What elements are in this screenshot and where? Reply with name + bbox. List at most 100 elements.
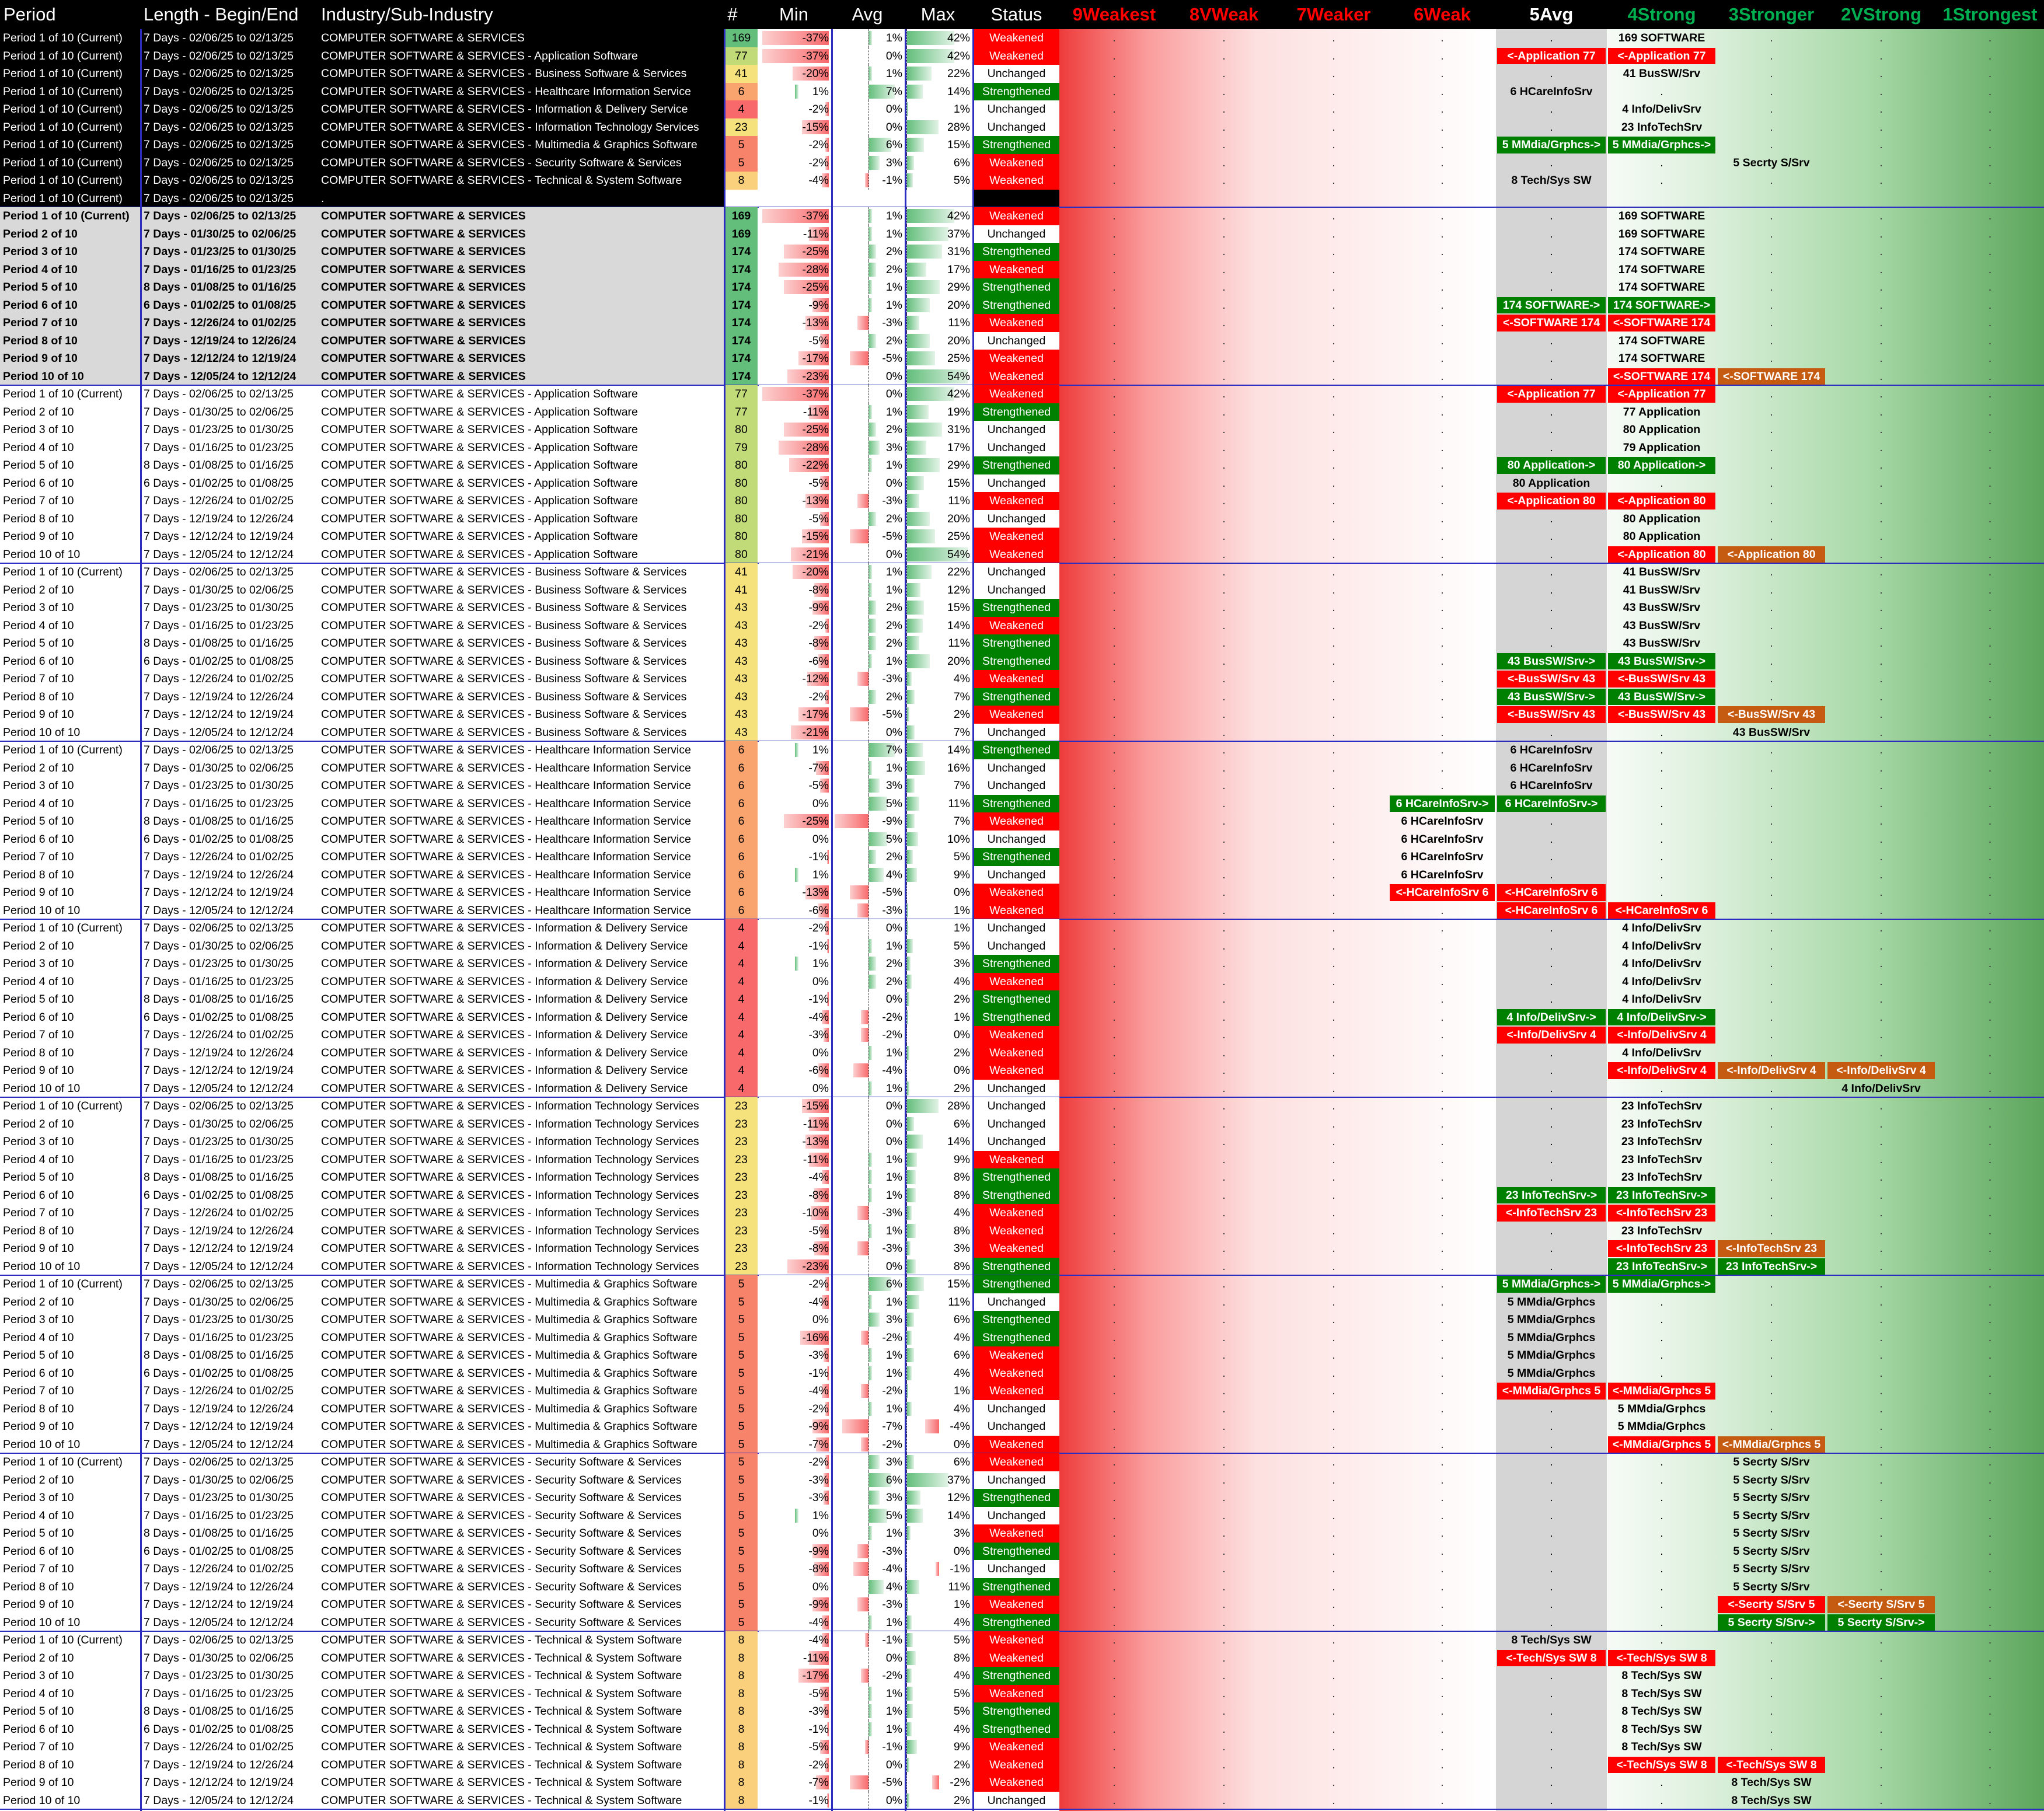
table-row[interactable]: Period 10 of 10 7 Days - 12/05/24 to 12/1…	[0, 1613, 2044, 1631]
header-3stronger[interactable]: 3Stronger	[1728, 4, 1815, 25]
table-row[interactable]: Period 9 of 10 7 Days - 12/12/24 to 12/19…	[0, 528, 2044, 546]
strength-cell-s5[interactable]: 5 MMdia/Grphcs	[1507, 1366, 1596, 1380]
strength-cell-s4[interactable]: .	[1660, 1598, 1663, 1611]
strength-cell-s4[interactable]: 174 SOFTWARE->	[1608, 296, 1715, 313]
table-row[interactable]: Period 3 of 10 7 Days - 01/23/25 to 01/30…	[0, 1489, 2044, 1507]
strength-cell-s4[interactable]: .	[1660, 797, 1663, 810]
strength-cell-s5[interactable]: .	[1550, 1135, 1553, 1148]
strength-cell-s5[interactable]: .	[1550, 1456, 1553, 1468]
strength-cell-s4[interactable]: .	[1660, 1313, 1663, 1326]
strength-cell-s4[interactable]: .	[1660, 1544, 1663, 1558]
strength-cell-s5[interactable]: <-SOFTWARE 174	[1497, 315, 1606, 332]
strength-cell-s3[interactable]: 8 Tech/Sys SW	[1731, 1793, 1812, 1807]
strength-cell-s4[interactable]: <-InfoTechSrv 23	[1608, 1205, 1715, 1222]
table-row[interactable]: Period 1 of 10 (Current) 7 Days - 02/06/2…	[0, 153, 2044, 172]
strength-cell-s5[interactable]: .	[1550, 245, 1553, 258]
strength-cell-s4[interactable]: .	[1660, 1331, 1663, 1344]
strength-cell-s5[interactable]: .	[1550, 1259, 1553, 1273]
table-row[interactable]: Period 6 of 10 6 Days - 01/02/25 to 01/08…	[0, 1364, 2044, 1382]
strength-cell-s5[interactable]: .	[1550, 1437, 1553, 1451]
table-row[interactable]: Period 3 of 10 7 Days - 01/23/25 to 01/30…	[0, 421, 2044, 439]
table-row[interactable]: Period 4 of 10 7 Days - 01/16/25 to 01/23…	[0, 438, 2044, 456]
strength-cell-s5[interactable]: .	[1550, 1544, 1553, 1558]
strength-cell-s3[interactable]: <-SOFTWARE 174	[1718, 368, 1825, 385]
strength-cell-s5[interactable]: .	[1550, 583, 1553, 596]
strength-cell-s4[interactable]: 174 SOFTWARE	[1618, 245, 1705, 258]
table-row[interactable]: Period 6 of 10 6 Days - 01/02/25 to 01/08…	[0, 830, 2044, 848]
table-row[interactable]: Period 9 of 10 7 Days - 12/12/24 to 12/19…	[0, 1418, 2044, 1436]
strength-cell-s5[interactable]: <-BusSW/Srv 43	[1497, 671, 1606, 688]
strength-cell-s4[interactable]: 174 SOFTWARE	[1618, 352, 1705, 365]
table-row[interactable]: Period 9 of 10 7 Days - 12/12/24 to 12/19…	[0, 1596, 2044, 1614]
strength-cell-s5[interactable]: .	[1550, 1081, 1553, 1095]
strength-cell-s6[interactable]: 6 HCareInfoSrv	[1401, 868, 1484, 881]
strength-cell-s5[interactable]: 6 HCareInfoSrv	[1510, 761, 1593, 774]
strength-cell-s4[interactable]: 80 Application	[1623, 530, 1701, 543]
strength-cell-s4[interactable]: 43 BusSW/Srv->	[1608, 652, 1715, 669]
strength-cell-s5[interactable]: .	[1550, 637, 1553, 650]
strength-cell-s5[interactable]: .	[1550, 227, 1553, 240]
strength-cell-s4[interactable]: 5 MMdia/Grphcs	[1617, 1402, 1706, 1415]
table-row[interactable]: Period 2 of 10 7 Days - 01/30/25 to 02/06…	[0, 581, 2044, 599]
table-row[interactable]: Period 2 of 10 7 Days - 01/30/25 to 02/06…	[0, 1649, 2044, 1667]
table-row[interactable]: Period 3 of 10 7 Days - 01/23/25 to 01/30…	[0, 1311, 2044, 1329]
strength-cell-s4[interactable]: .	[1660, 868, 1663, 881]
strength-cell-s5[interactable]: .	[1550, 1705, 1553, 1718]
strength-cell-s5[interactable]: .	[1550, 1402, 1553, 1415]
table-row[interactable]: Period 6 of 10 6 Days - 01/02/25 to 01/08…	[0, 1542, 2044, 1560]
strength-cell-s5[interactable]: <-MMdia/Grphcs 5	[1497, 1383, 1606, 1400]
table-row[interactable]: Period 9 of 10 7 Days - 12/12/24 to 12/19…	[0, 1240, 2044, 1258]
strength-cell-s3[interactable]: 5 Secrty S/Srv	[1733, 1580, 1810, 1593]
table-row[interactable]: Period 8 of 10 7 Days - 12/19/24 to 12/26…	[0, 332, 2044, 350]
strength-cell-s5[interactable]: .	[1550, 815, 1553, 828]
strength-cell-s4[interactable]: .	[1660, 886, 1663, 899]
strength-cell-s3[interactable]: 5 Secrty S/Srv	[1733, 1527, 1810, 1540]
strength-cell-s5[interactable]: <-BusSW/Srv 43	[1497, 706, 1606, 723]
table-row[interactable]: Period 4 of 10 7 Days - 01/16/25 to 01/23…	[0, 616, 2044, 634]
strength-cell-s5[interactable]: .	[1550, 32, 1553, 44]
strength-cell-s4[interactable]: .	[1660, 1473, 1663, 1487]
strength-cell-s5[interactable]: .	[1550, 281, 1553, 294]
strength-cell-s4[interactable]: 8 Tech/Sys SW	[1621, 1687, 1702, 1700]
strength-cell-s5[interactable]: .	[1550, 619, 1553, 632]
strength-cell-s5[interactable]: .	[1550, 1740, 1553, 1753]
strength-cell-s4[interactable]: 23 InfoTechSrv	[1621, 1135, 1703, 1148]
strength-cell-s4[interactable]: 4 Info/DelivSrv	[1622, 993, 1701, 1006]
table-row[interactable]: Period 5 of 10 8 Days - 01/08/25 to 01/16…	[0, 1702, 2044, 1721]
strength-cell-s5[interactable]: <-Application 77	[1497, 47, 1606, 64]
strength-cell-s5[interactable]: 5 MMdia/Grphcs	[1507, 1349, 1596, 1362]
strength-cell-s2[interactable]: <-Info/DelivSrv 4	[1827, 1062, 1935, 1079]
table-row[interactable]: Period 5 of 10 8 Days - 01/08/25 to 01/16…	[0, 1168, 2044, 1187]
strength-cell-s4[interactable]: .	[1660, 1456, 1663, 1468]
strength-cell-s5[interactable]: 174 SOFTWARE->	[1497, 296, 1606, 313]
strength-cell-s4[interactable]: 41 BusSW/Srv	[1623, 67, 1701, 80]
table-row[interactable]: Period 8 of 10 7 Days - 12/19/24 to 12/26…	[0, 866, 2044, 884]
strength-cell-s4[interactable]: .	[1660, 476, 1663, 490]
strength-cell-s5[interactable]: <-Tech/Sys SW 8	[1497, 1649, 1606, 1666]
strength-cell-s5[interactable]: 8 Tech/Sys SW	[1511, 1634, 1592, 1646]
strength-cell-s3[interactable]: <-Secrty S/Srv 5	[1718, 1596, 1825, 1613]
strength-cell-s3[interactable]: 8 Tech/Sys SW	[1731, 1776, 1812, 1789]
strength-cell-s5[interactable]: <-HCareInfoSrv 6	[1497, 902, 1606, 919]
strength-cell-s4[interactable]: .	[1660, 1081, 1663, 1095]
strength-cell-s6[interactable]: 6 HCareInfoSrv	[1401, 815, 1484, 828]
strength-cell-s5[interactable]: .	[1550, 1598, 1553, 1611]
table-row[interactable]: Period 1 of 10 (Current) 7 Days - 02/06/2…	[0, 385, 2044, 403]
table-row[interactable]: Period 7 of 10 7 Days - 12/26/24 to 01/02…	[0, 1738, 2044, 1756]
strength-cell-s5[interactable]: 80 Application->	[1497, 457, 1606, 474]
strength-cell-s4[interactable]: .	[1660, 1366, 1663, 1380]
table-row[interactable]: Period 9 of 10 7 Days - 12/12/24 to 12/19…	[0, 350, 2044, 368]
table-row[interactable]: Period 1 of 10 (Current) 7 Days - 02/06/2…	[0, 65, 2044, 83]
strength-cell-s4[interactable]: <-MMdia/Grphcs 5	[1608, 1383, 1715, 1400]
strength-cell-s4[interactable]: 41 BusSW/Srv	[1623, 583, 1701, 596]
table-row[interactable]: Period 9 of 10 7 Days - 12/12/24 to 12/19…	[0, 1774, 2044, 1792]
header-1strongest[interactable]: 1Strongest	[1942, 4, 2038, 25]
strength-cell-s4[interactable]: 8 Tech/Sys SW	[1621, 1722, 1702, 1736]
strength-cell-s4[interactable]: <-BusSW/Srv 43	[1608, 706, 1715, 723]
header-6weak[interactable]: 6Weak	[1414, 4, 1471, 25]
strength-cell-s5[interactable]: .	[1550, 512, 1553, 525]
table-row[interactable]: Period 4 of 10 7 Days - 01/16/25 to 01/23…	[0, 1328, 2044, 1346]
strength-cell-s4[interactable]: <-MMdia/Grphcs 5	[1608, 1436, 1715, 1453]
strength-cell-s3[interactable]: <-Application 80	[1718, 546, 1825, 563]
strength-cell-s5[interactable]: <-Application 77	[1497, 386, 1606, 403]
